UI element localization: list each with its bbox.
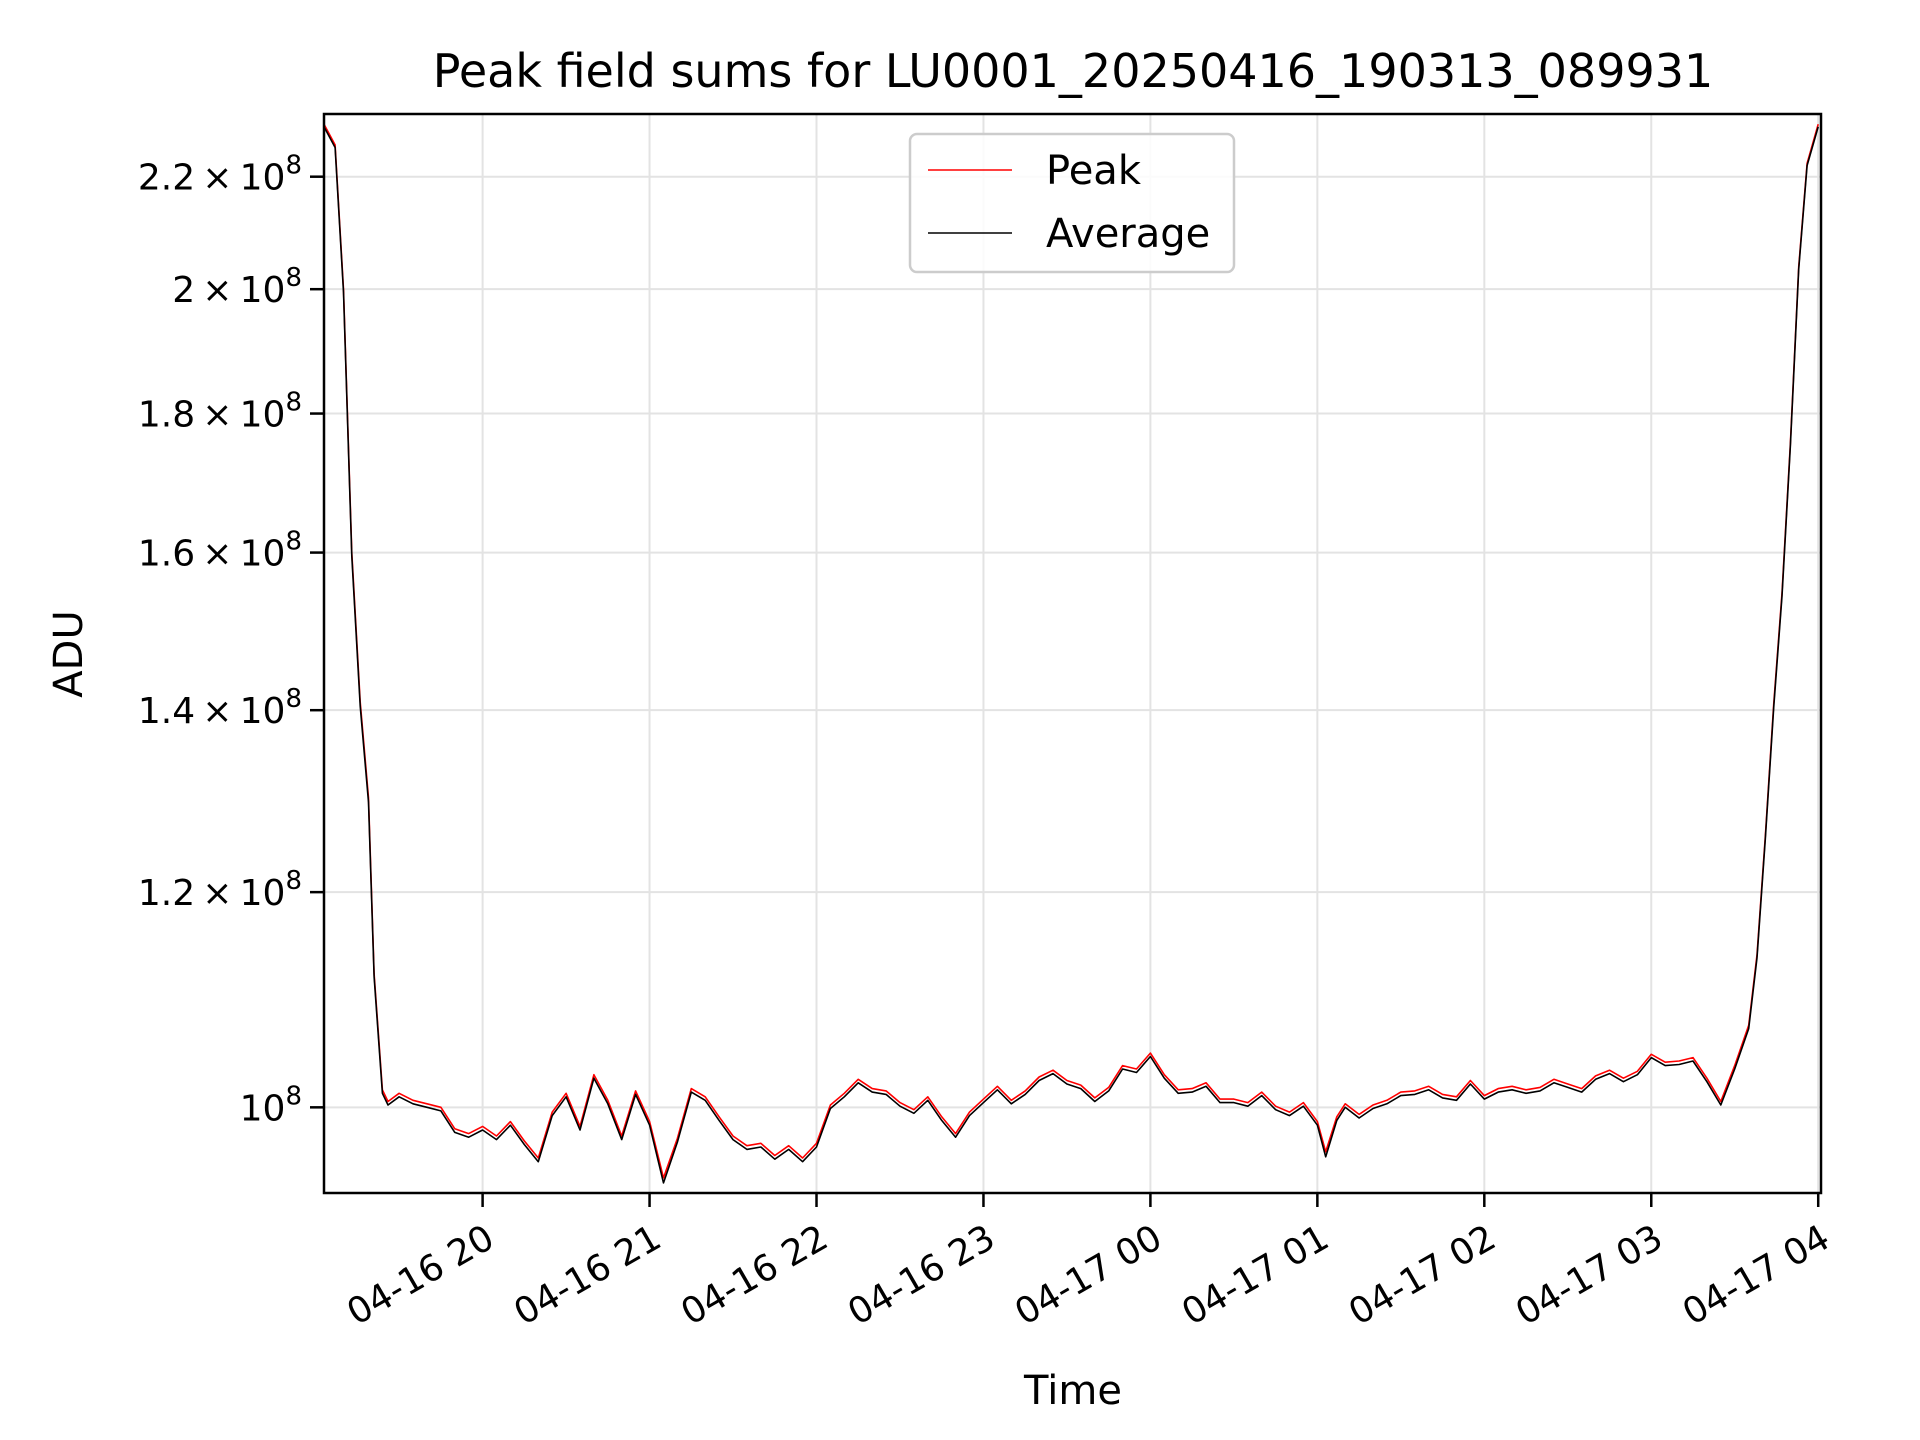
series-lines (323, 123, 1819, 1184)
legend-box (908, 132, 1236, 274)
y-tick-label: 108 (240, 1081, 302, 1129)
legend: Peak Average (908, 132, 1236, 274)
y-tick-label: 1.4 × 108 (138, 684, 302, 732)
x-axis-label: Time (1023, 1368, 1122, 1414)
y-tick-label: 1.2 × 108 (138, 866, 302, 914)
y-axis-label: ADU (46, 610, 92, 697)
plot-frame (322, 112, 1823, 1195)
chart-title: Peak field sums for LU0001_20250416_1903… (433, 44, 1714, 98)
legend-label-average: Average (1046, 211, 1210, 257)
y-axis-ticks: 2.2 × 108 2 × 108 1.8 × 108 1.6 × 108 1.4 × … (138, 151, 324, 1129)
series-line-average (323, 126, 1819, 1184)
series-line-peak (323, 123, 1819, 1179)
y-tick-label: 1.6 × 108 (138, 527, 302, 575)
legend-label-peak: Peak (1046, 148, 1142, 194)
y-tick-label: 2 × 108 (172, 263, 302, 311)
y-tick-label: 1.8 × 108 (138, 388, 302, 436)
y-tick-label: 2.2 × 108 (138, 151, 302, 199)
